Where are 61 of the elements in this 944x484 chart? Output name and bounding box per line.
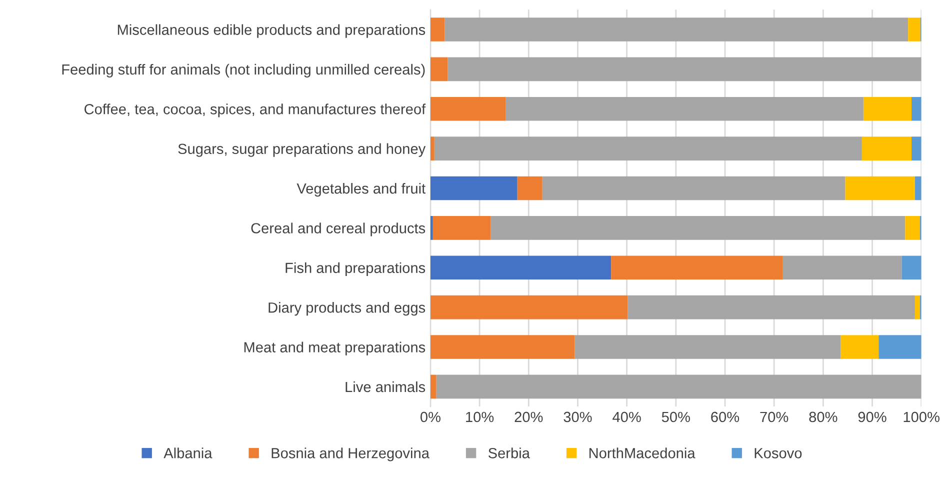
bar [430, 374, 436, 399]
bar [434, 136, 862, 160]
bar [863, 96, 912, 121]
bar [878, 335, 922, 359]
y-tick-label: Meat and meat preparations [244, 342, 426, 356]
x-tick-label: 20% [514, 412, 543, 422]
bar [430, 18, 445, 42]
bar [908, 18, 920, 42]
bar [914, 176, 922, 200]
bar [912, 96, 922, 121]
bar [862, 136, 912, 160]
legend-label: Serbia [488, 448, 530, 458]
bar [517, 176, 542, 200]
x-tick-label: 80% [809, 412, 838, 422]
x-tick-label: 50% [662, 412, 690, 422]
bar [782, 256, 902, 280]
x-tick-label: 0% [420, 412, 440, 422]
bar [628, 295, 915, 320]
x-tick-label: 60% [711, 412, 740, 422]
x-tick-label: 40% [612, 412, 641, 422]
legend-label: Albania [164, 448, 212, 458]
bar [845, 176, 915, 200]
y-tick-label: Feeding stuff for animals (not including unmilled cereals) [62, 64, 425, 78]
bar [914, 295, 920, 320]
x-tick-label: 100% [904, 412, 940, 422]
x-tick-label: 10% [466, 412, 494, 422]
bar [448, 57, 922, 82]
bar [430, 256, 612, 280]
bar [905, 216, 920, 240]
bar [840, 335, 879, 359]
legend-label: Bosnia and Herzegovina [272, 448, 430, 462]
y-tick-label: Live animals [346, 381, 426, 392]
x-tick-label: 30% [564, 412, 592, 422]
y-tick-label: Diary products and eggs [268, 302, 426, 316]
bar [430, 136, 434, 160]
y-tick-label: Sugars, sugar preparations and honey [178, 143, 426, 157]
bar [430, 96, 506, 121]
y-tick-label: Vegetables and fruit [296, 182, 426, 197]
bar [902, 256, 922, 280]
bar [444, 18, 908, 42]
y-tick-label: Cereal and cereal products [251, 222, 426, 236]
bar [430, 295, 628, 320]
legend-label: NorthMacedonia [589, 448, 696, 458]
bar [430, 57, 448, 82]
bar [430, 176, 518, 200]
x-tick-label: 90% [858, 412, 886, 422]
legend-label: Kosovo [754, 448, 802, 458]
bar [506, 96, 864, 121]
bar [490, 216, 906, 240]
bar [430, 335, 575, 359]
y-tick-label: Fish and preparations [286, 262, 426, 276]
bar [430, 216, 433, 240]
bar [432, 216, 491, 240]
bar [611, 256, 783, 280]
bar [436, 374, 922, 399]
bar [574, 335, 841, 359]
y-tick-label: Coffee, tea, cocoa, spices, and manufactures thereof [84, 104, 426, 118]
bar [542, 176, 846, 200]
bar [912, 136, 922, 160]
y-tick-label: Miscellaneous edible products and preparations [118, 24, 426, 38]
x-tick-label: 70% [760, 412, 788, 422]
